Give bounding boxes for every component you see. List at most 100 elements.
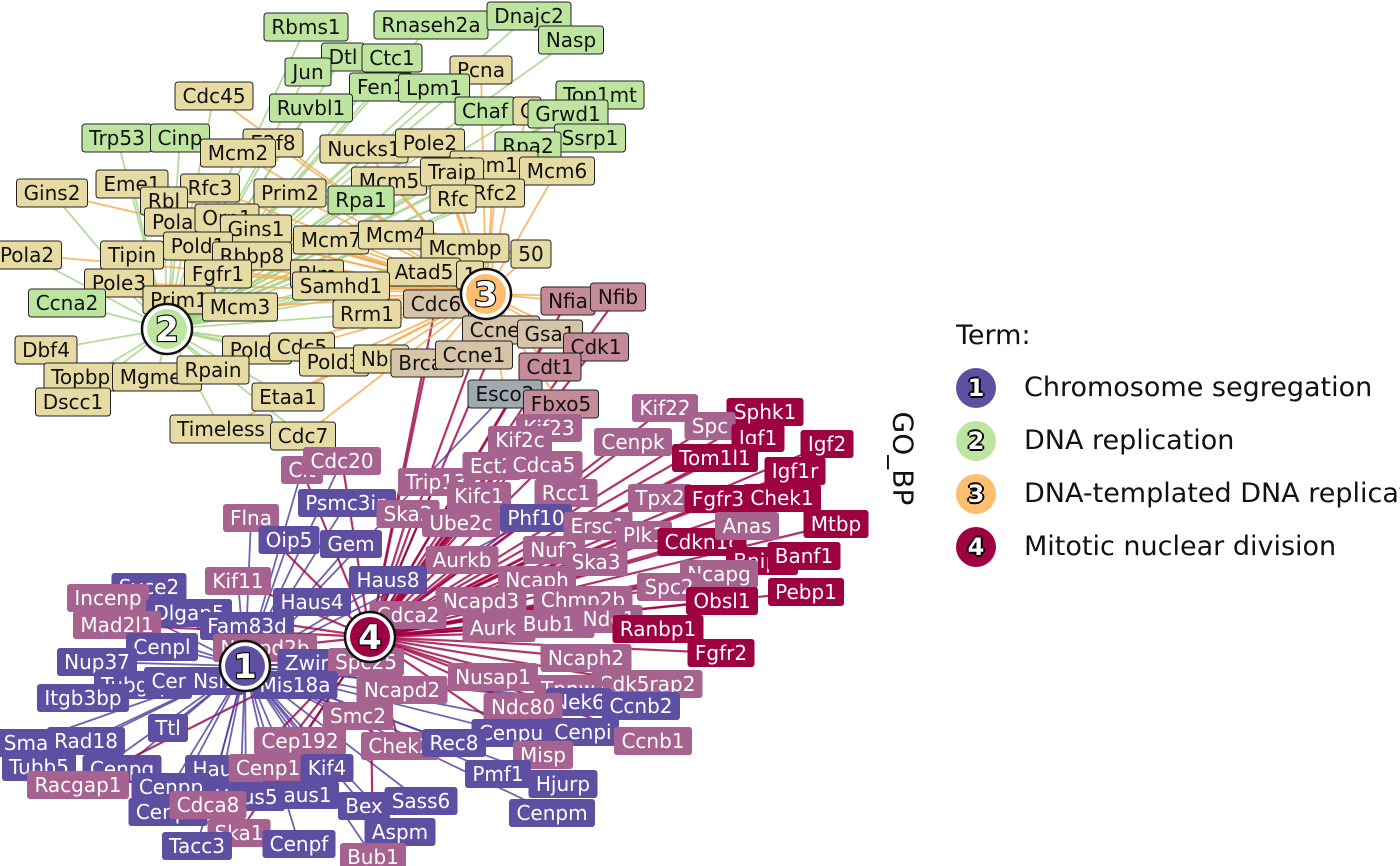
gene-node-fen1: Fen1 — [349, 72, 413, 102]
gene-box — [435, 587, 527, 615]
gene-label: Aspm — [372, 820, 428, 844]
gene-box — [28, 288, 106, 318]
gene-node-mcm2: Mcm2 — [200, 138, 276, 168]
gene-box — [614, 727, 692, 755]
gene-node-cenpm: Cenpm — [509, 799, 595, 827]
gene-node-banf1: Banf1 — [767, 542, 841, 570]
gene-box — [510, 239, 552, 269]
gene-box — [715, 512, 779, 540]
gene-label: Mcm3 — [210, 295, 270, 319]
gene-box — [768, 578, 844, 606]
gene-node-fgfr1: Fgfr1 — [184, 259, 252, 289]
gene-label: Fgfr1 — [192, 262, 244, 286]
gene-label: Phf10 — [507, 506, 564, 530]
gene-label: Hjurp — [536, 772, 590, 796]
gene-box — [519, 156, 595, 186]
gene-label: Jun — [290, 60, 323, 84]
gene-label: Kif4 — [308, 756, 346, 780]
gene-node-cdt1: Cdt1 — [518, 352, 582, 382]
gene-label: Pold3 — [307, 350, 362, 374]
gene-node-cenp1: Cenp1 — [228, 754, 308, 782]
gene-node-tacc3: Tacc3 — [162, 832, 232, 860]
gene-node-rpain: Rpain — [176, 355, 250, 385]
gene-label: Nup37 — [64, 650, 130, 674]
gene-node-racgap1: Racgap1 — [27, 771, 129, 799]
gene-label: Nfib — [598, 285, 638, 309]
term-hub-number: 2 — [155, 310, 179, 350]
gene-node-spc: Spc — [684, 412, 736, 440]
legend-label-2: DNA replication — [1024, 425, 1235, 456]
gene-box — [126, 633, 198, 661]
gene-box — [57, 648, 137, 676]
gene-label: Atad5 — [395, 260, 454, 284]
gene-box — [162, 832, 232, 860]
gene-label: Cenpm — [516, 801, 587, 825]
gene-label: Tom1l1 — [678, 446, 751, 470]
gene-box — [303, 447, 381, 475]
gene-label: Anas — [722, 514, 771, 538]
gene-label: Mtbp — [811, 512, 862, 536]
gene-box — [448, 663, 538, 691]
gene-label: Sass6 — [392, 789, 451, 813]
gene-label: Rpa1 — [335, 188, 387, 212]
gene-label: Itgb3bp — [44, 686, 121, 710]
gene-box — [16, 178, 88, 208]
gene-label: Cep192 — [261, 729, 338, 753]
gene-box — [150, 123, 210, 153]
gene-node-ctc1: Ctc1 — [361, 43, 423, 73]
gene-node-kif2c: Kif2c — [488, 426, 552, 454]
gene-node-tpx2: Tpx2 — [628, 484, 692, 512]
gene-box — [509, 799, 595, 827]
gene-box — [505, 451, 583, 479]
axis-title: GO_BP — [886, 411, 920, 506]
gene-node-cenpk: Cenpk — [594, 428, 672, 456]
gene-box — [767, 542, 841, 570]
gene-box — [349, 566, 427, 594]
gene-node-nasp: Nasp — [538, 25, 604, 55]
gene-box — [27, 771, 129, 799]
gene-node-rec8: Rec8 — [422, 729, 486, 757]
term-hub-2: 2 — [140, 302, 194, 356]
gene-label: Sphk1 — [734, 400, 796, 424]
legend-item-3: 3 DNA-templated DNA replication — [956, 467, 1400, 520]
gene-box — [590, 282, 646, 312]
gene-box — [253, 178, 327, 208]
gene-label: Racgap1 — [34, 773, 121, 797]
gene-box — [0, 729, 56, 757]
gene-node-dtl: Dtl — [321, 42, 365, 72]
gene-label: Haus4 — [280, 590, 343, 614]
gene-node-50: 50 — [510, 239, 552, 269]
gene-label: Bex — [345, 794, 383, 818]
gene-node-lpm1: Lpm1 — [398, 73, 470, 103]
gene-node-ndc80: Ndc80 — [483, 693, 563, 721]
gene-box — [263, 12, 349, 42]
gene-box — [327, 185, 395, 215]
gene-node-ncaph2: Ncaph2 — [540, 644, 632, 672]
gene-node-dscc1: Dscc1 — [35, 387, 111, 417]
gene-label: Cdc7 — [278, 424, 328, 448]
gene-label: Chek2 — [368, 734, 431, 758]
gene-node-cenpf: Cenpf — [262, 830, 336, 858]
gene-box — [356, 676, 448, 704]
gene-node-etaa1: Etaa1 — [251, 382, 325, 412]
gene-node-cdc45: Cdc45 — [174, 81, 254, 111]
legend-item-2: 2 DNA replication — [956, 414, 1400, 467]
gene-label: Rfc3 — [188, 176, 233, 200]
legend-marker-2: 2 — [956, 420, 996, 461]
gene-label: Nusap1 — [455, 665, 531, 689]
gene-node-chek2: Chek2 — [361, 732, 439, 760]
gene-box — [252, 671, 338, 699]
gene-box — [743, 484, 821, 512]
gene-label: Ccnb1 — [621, 729, 684, 753]
gene-label: Samhd1 — [300, 274, 383, 298]
gene-box — [202, 292, 278, 322]
gene-label: Tacc3 — [168, 834, 225, 858]
gene-label: Mis18a — [260, 673, 331, 697]
gene-node-spc2: Spc2 — [637, 573, 701, 601]
gene-label: Cenpk — [601, 430, 665, 454]
gene-node-nusap1: Nusap1 — [448, 663, 538, 691]
gene-label: Ctc1 — [369, 46, 415, 70]
gene-node-rpa1: Rpa1 — [327, 185, 395, 215]
gene-label: Ssrp1 — [562, 126, 619, 150]
